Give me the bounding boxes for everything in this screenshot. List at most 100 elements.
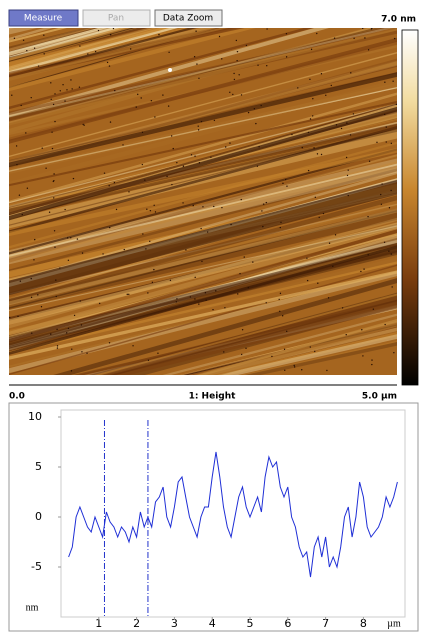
speck <box>235 39 238 42</box>
x-tick-label: 7 <box>322 617 329 630</box>
speck <box>241 328 244 331</box>
speck <box>384 81 386 83</box>
speck <box>26 49 28 52</box>
speck <box>237 293 239 295</box>
stripe <box>9 28 99 53</box>
speck <box>25 132 27 134</box>
speck <box>50 98 52 100</box>
speck <box>372 308 375 310</box>
speck <box>26 187 29 189</box>
speck <box>238 74 240 76</box>
profile-line <box>68 451 398 578</box>
speck <box>367 215 369 218</box>
speck <box>390 253 393 255</box>
measure-button[interactable] <box>8 9 79 27</box>
speck <box>333 37 336 39</box>
button-label[interactable]: Pan <box>108 14 124 24</box>
speck <box>198 303 200 305</box>
speck <box>364 37 366 39</box>
speck <box>66 89 68 91</box>
speck <box>169 279 172 282</box>
speck <box>20 104 22 107</box>
speck <box>194 276 196 279</box>
stripe <box>9 82 397 175</box>
speck <box>66 237 69 239</box>
speck <box>297 87 299 89</box>
speck <box>391 286 393 288</box>
speck <box>22 39 25 42</box>
button-label[interactable]: Measure <box>24 14 63 24</box>
stripe <box>9 28 397 116</box>
button-label[interactable]: Data Zoom <box>163 14 213 24</box>
pan-button[interactable] <box>82 9 151 27</box>
speck <box>309 346 312 348</box>
speck <box>193 56 196 58</box>
speck <box>347 194 349 197</box>
stripe <box>9 28 314 110</box>
speck <box>225 146 227 148</box>
speck <box>79 300 81 302</box>
speck <box>31 332 33 334</box>
speck <box>361 329 363 331</box>
speck <box>293 366 296 368</box>
speck <box>229 142 231 144</box>
image-x-end: 5.0 µm <box>362 392 397 402</box>
speck <box>279 226 281 229</box>
speck <box>278 298 280 301</box>
speck <box>255 122 257 125</box>
speck <box>362 355 364 357</box>
speck <box>33 259 35 261</box>
stripe <box>9 28 101 54</box>
speck <box>78 86 81 88</box>
speck <box>108 342 111 344</box>
speck <box>253 108 256 110</box>
speck <box>205 299 207 301</box>
x-tick-label: 3 <box>171 617 178 630</box>
speck <box>284 369 286 371</box>
speck <box>210 156 212 158</box>
speck <box>200 227 202 230</box>
speck <box>385 126 387 128</box>
speck <box>390 142 393 145</box>
stripe <box>9 28 137 63</box>
speck <box>293 364 295 367</box>
speck <box>81 252 84 254</box>
speck <box>280 221 282 224</box>
data-zoom-button[interactable] <box>154 9 223 27</box>
speck <box>367 49 370 51</box>
speck <box>328 242 331 244</box>
stripe <box>9 158 397 265</box>
y-tick-label: -5 <box>31 560 42 573</box>
speck <box>72 177 75 180</box>
speck <box>176 298 178 300</box>
speck <box>230 223 232 226</box>
speck <box>332 265 334 268</box>
speck <box>150 99 153 102</box>
speck <box>256 165 259 167</box>
speck <box>43 34 45 36</box>
stripe <box>78 296 397 375</box>
speck <box>307 169 310 172</box>
speck <box>316 153 319 155</box>
speck <box>43 53 45 55</box>
stripe <box>9 52 397 158</box>
stripe <box>9 28 256 92</box>
speck <box>371 363 373 366</box>
speck <box>109 121 112 123</box>
speck <box>395 103 397 106</box>
stripe <box>9 28 160 63</box>
speck <box>103 172 106 174</box>
speck <box>212 308 214 311</box>
speck <box>70 370 73 372</box>
speck <box>301 146 303 149</box>
speck <box>240 94 243 96</box>
speck <box>22 249 24 251</box>
channel-label: 1: Height <box>189 392 237 402</box>
speck <box>257 64 259 66</box>
speck <box>346 122 348 124</box>
speck <box>97 29 100 32</box>
x-tick-label: 5 <box>247 617 254 630</box>
speck <box>371 28 373 29</box>
speck <box>168 51 170 53</box>
speck <box>318 216 320 219</box>
